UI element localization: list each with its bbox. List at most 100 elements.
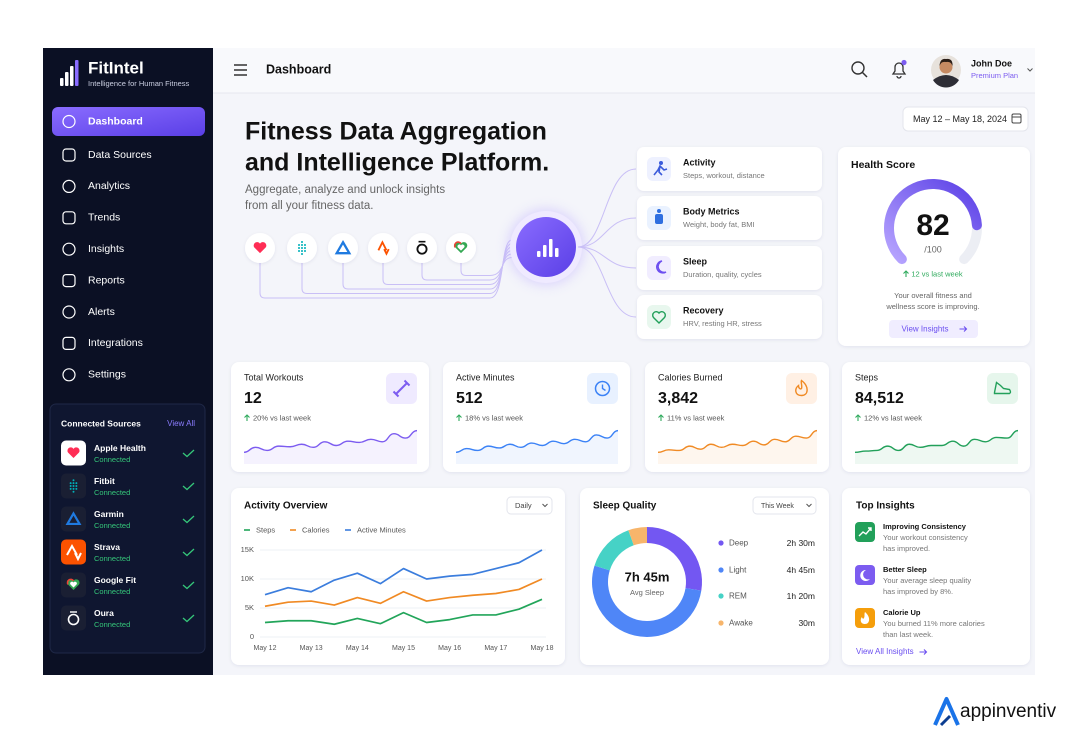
connector [577,217,637,248]
nav-icon [62,274,76,288]
sparkline [657,429,818,454]
nav-label[interactable]: Reports [88,274,125,286]
insight-icon-bg [855,522,875,542]
health-card [838,147,1030,346]
category-title: Activity [683,157,716,167]
source-status: Connected [94,620,130,629]
nav-item[interactable]: Alerts [62,305,115,319]
fitbit-dot [297,246,301,250]
nav-label[interactable]: Insights [88,243,124,255]
nav-item[interactable]: Trends [62,211,120,225]
hub-bar [537,251,541,257]
x-tick-label: May 13 [300,645,323,652]
nav-label[interactable]: Integrations [88,337,143,349]
nav-item[interactable]: Analytics [62,179,130,193]
search-icon[interactable] [851,61,865,75]
nav-label[interactable]: Data Sources [88,149,152,161]
google-fit-inner [457,244,465,251]
insight-text: Your average sleep quality [883,576,971,585]
source-status: Connected [94,488,130,497]
period-select[interactable] [752,496,817,515]
nav-icon [62,148,76,162]
nav-item[interactable]: Reports [62,274,125,288]
x-tick-label: May 17 [484,645,507,652]
fitbit-dot [72,490,75,493]
connector [577,246,637,318]
sleep-card [580,488,829,665]
source-name: Oura [94,608,114,618]
nav-label[interactable]: Settings [88,369,126,381]
apple-health-icon [253,242,267,254]
up-arrow [658,414,664,421]
fitbit-dot [303,243,307,247]
footer-brand: appinventiv [960,701,1057,722]
up-arrow [903,270,909,277]
fitbit-dot [72,479,75,482]
connected-view-all[interactable]: View All [167,419,195,428]
nav-item[interactable]: Insights [62,242,124,256]
source-name: Google Fit [94,575,136,585]
nav-icon [62,211,76,225]
check-icon [182,515,195,524]
legend-value: 30m [798,618,815,628]
chart-title: Activity Overview [244,501,328,512]
legend-dot [718,567,724,573]
activity-icon [659,161,663,165]
hub-bar [543,245,547,257]
insights-link[interactable]: View All Insights [856,647,914,656]
date-picker[interactable] [902,106,1029,132]
fitbit-dot [297,249,301,253]
connected-panel [49,403,206,654]
source-bubble [407,233,437,263]
nav-item[interactable]: Settings [62,368,126,382]
nav-label[interactable]: Dashboard [88,115,143,127]
nav-item[interactable]: Data Sources [62,148,152,162]
nav-label[interactable]: Trends [88,212,120,224]
activity-icon [653,164,668,176]
nav-label[interactable]: Analytics [88,180,130,192]
category-desc: Weight, body fat, BMI [683,220,755,229]
health-link[interactable]: View Insights [902,325,949,334]
insight-icon [860,569,870,581]
category-card [637,147,822,191]
fitbit-dot [303,249,307,253]
search-handle [861,71,868,78]
nav-label[interactable]: Alerts [88,306,115,318]
strava-icon [377,240,390,256]
right-arrow [919,649,928,655]
insight-title: Better Sleep [883,565,927,574]
health-change: 12 vs last week [911,269,963,278]
sparkline [854,429,1019,454]
brand-name: FitIntel [88,58,144,77]
legend-label: Light [729,566,747,575]
up-arrow [456,414,462,421]
sparkline [243,429,418,454]
health-title: Health Score [851,159,915,171]
connector [577,168,637,248]
source-name: Apple Health [94,443,146,453]
legend-label: Deep [729,539,749,548]
oura-ring [416,243,428,255]
check-icon [182,482,195,491]
nav-item[interactable]: Integrations [62,336,143,350]
legend-label: REM [729,592,747,601]
health-link-btn[interactable] [889,320,978,338]
bell-icon[interactable] [891,62,907,79]
x-tick-label: May 15 [392,645,415,652]
line-series [264,578,543,608]
check-icon [182,548,195,557]
avatar-hair [939,58,953,66]
garmin-icon [334,239,352,255]
up-arrow [244,414,250,421]
x-tick-label: May 14 [346,645,369,652]
legend-value: 2h 30m [787,538,815,548]
stat-value: 3,842 [658,390,698,407]
gauge-value [884,179,982,265]
fitbit-dot [300,246,304,250]
stat-change: 18% vs last week [465,413,523,422]
insight-text: You burned 11% more calories [883,619,985,628]
period-select[interactable] [506,496,553,515]
nav-item[interactable]: Dashboard [62,114,143,129]
category-card [637,295,822,339]
